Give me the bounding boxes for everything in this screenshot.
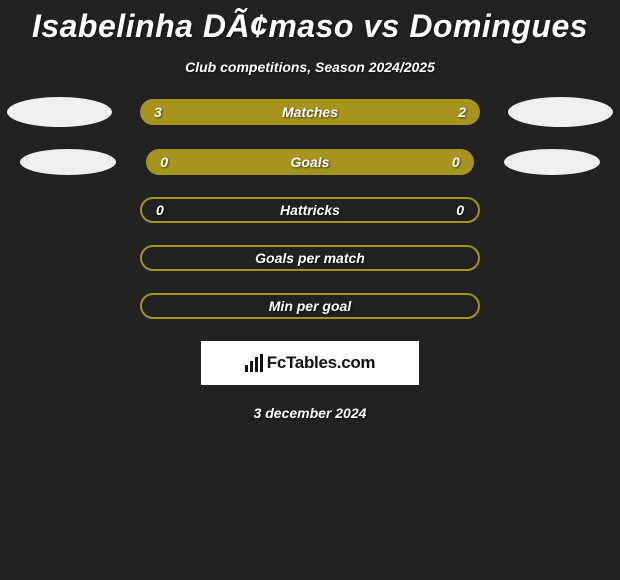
stat-label: Min per goal xyxy=(142,298,478,314)
stat-row-gpm: Goals per match xyxy=(0,245,620,271)
date-label: 3 december 2024 xyxy=(254,405,367,421)
comparison-widget: Isabelinha DÃ¢maso vs Domingues Club com… xyxy=(0,0,620,421)
page-subtitle: Club competitions, Season 2024/2025 xyxy=(185,59,435,75)
stat-bar-gpm: Goals per match xyxy=(140,245,480,271)
stat-label: Matches xyxy=(140,104,480,120)
player-badge-left-small xyxy=(20,149,116,175)
player-badge-right xyxy=(508,97,613,127)
stat-label: Hattricks xyxy=(142,202,478,218)
brand-box[interactable]: FcTables.com xyxy=(201,341,419,385)
stat-left-value: 3 xyxy=(154,104,162,120)
bar-chart-icon xyxy=(245,354,263,372)
stat-label: Goals per match xyxy=(142,250,478,266)
player-badge-right-small xyxy=(504,149,600,175)
stat-bar-hattricks: 0 Hattricks 0 xyxy=(140,197,480,223)
page-title: Isabelinha DÃ¢maso vs Domingues xyxy=(32,8,588,45)
stat-label: Goals xyxy=(146,154,473,170)
stat-bar-goals: 0 Goals 0 xyxy=(146,149,473,175)
stat-left-value: 0 xyxy=(156,202,164,218)
stat-row-hattricks: 0 Hattricks 0 xyxy=(0,197,620,223)
stat-row-goals: 0 Goals 0 xyxy=(0,149,620,175)
brand-text: FcTables.com xyxy=(267,353,376,373)
stat-bar-mpg: Min per goal xyxy=(140,293,480,319)
stat-left-value: 0 xyxy=(160,154,168,170)
stat-right-value: 0 xyxy=(452,154,460,170)
stat-bar-matches: 3 Matches 2 xyxy=(140,99,480,125)
stat-right-value: 0 xyxy=(456,202,464,218)
stat-row-matches: 3 Matches 2 xyxy=(0,97,620,127)
stat-row-mpg: Min per goal xyxy=(0,293,620,319)
stat-right-value: 2 xyxy=(458,104,466,120)
player-badge-left xyxy=(7,97,112,127)
